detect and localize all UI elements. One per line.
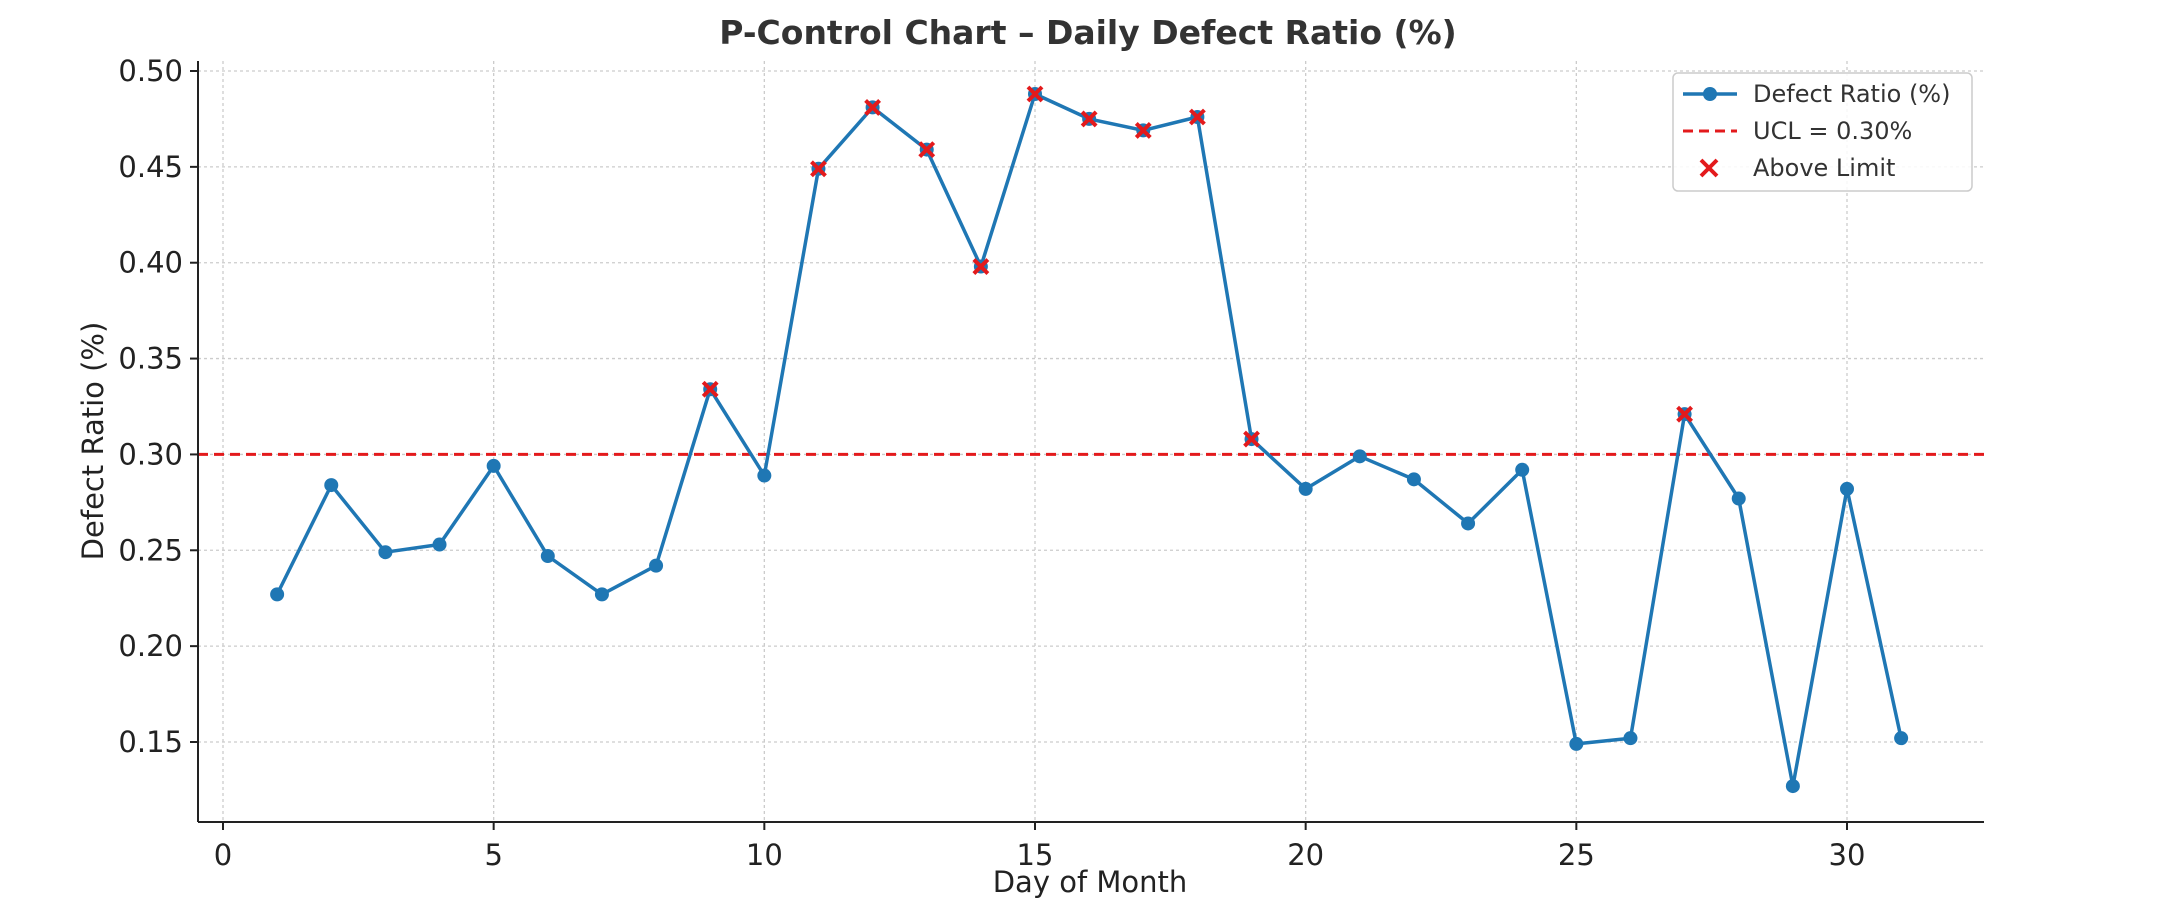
data-point [1406,472,1421,487]
x-tick-label: 30 [1829,838,1866,872]
x-tick-label: 0 [214,838,232,872]
y-tick-label: 0.25 [118,533,183,567]
y-tick-label: 0.15 [118,725,183,759]
data-point [1352,449,1367,464]
above-limit-marker [1134,122,1152,139]
data-point [540,549,555,564]
above-limit-marker [1026,85,1044,103]
above-limit-marker [1243,430,1260,448]
above-limit-marker [1080,110,1098,128]
above-limit-markers [701,85,1694,448]
y-tick-label: 0.20 [118,629,183,663]
y-tick-label: 0.35 [118,342,183,376]
series-group [270,87,1909,794]
legend-label-above-limit: Above Limit [1753,154,1895,182]
data-point [1461,516,1476,531]
y-tick-label: 0.30 [118,437,183,471]
x-ticks: 0 5 10 15 20 25 30 [214,822,1866,872]
above-limit-marker [1676,405,1694,423]
legend-marker-swatch [1703,87,1717,101]
data-point [649,558,664,573]
x-tick-label: 5 [484,838,502,872]
data-point [270,587,285,602]
data-point [757,468,772,483]
data-point [378,545,393,560]
legend-x-marker-swatch [1699,158,1719,178]
y-tick-label: 0.45 [118,150,183,184]
data-point [1298,481,1313,496]
x-axis-label: Day of Month [993,865,1188,899]
above-limit-marker [1188,108,1206,126]
legend-label-ucl: UCL = 0.30% [1753,117,1912,145]
x-tick-label: 10 [746,838,783,872]
defect-ratio-line [275,92,1903,788]
above-limit-marker [918,141,936,159]
data-point [1840,481,1854,496]
data-point [324,478,339,493]
data-point [1731,491,1746,506]
x-tick-label: 15 [1017,838,1054,872]
legend-box [1672,72,1973,192]
chart-title: P-Control Chart – Daily Defect Ratio (%) [719,13,1457,52]
data-point [1894,731,1909,746]
above-limit-marker [701,380,719,398]
x-tick-label: 20 [1287,838,1324,872]
y-ticks: 0.15 0.20 0.25 0.30 0.35 0.40 0.45 0.50 [118,54,198,759]
legend-label-defect-ratio: Defect Ratio (%) [1753,80,1950,108]
data-point [1623,731,1638,746]
data-point [1569,736,1584,751]
data-point [1515,462,1530,477]
data-point [432,537,447,552]
x-tick-label: 25 [1558,838,1595,872]
data-point [1785,779,1800,794]
data-point [486,458,501,473]
y-tick-label: 0.40 [118,246,183,280]
y-tick-label: 0.50 [118,54,183,88]
data-point [594,587,609,602]
axes [197,61,1984,823]
y-axis-label: Defect Ratio (%) [76,322,110,561]
legend: Defect Ratio (%) UCL = 0.30% Above Limit [1672,72,1973,192]
above-limit-marker [864,99,882,116]
above-limit-marker [810,160,827,178]
above-limit-marker [972,258,990,275]
